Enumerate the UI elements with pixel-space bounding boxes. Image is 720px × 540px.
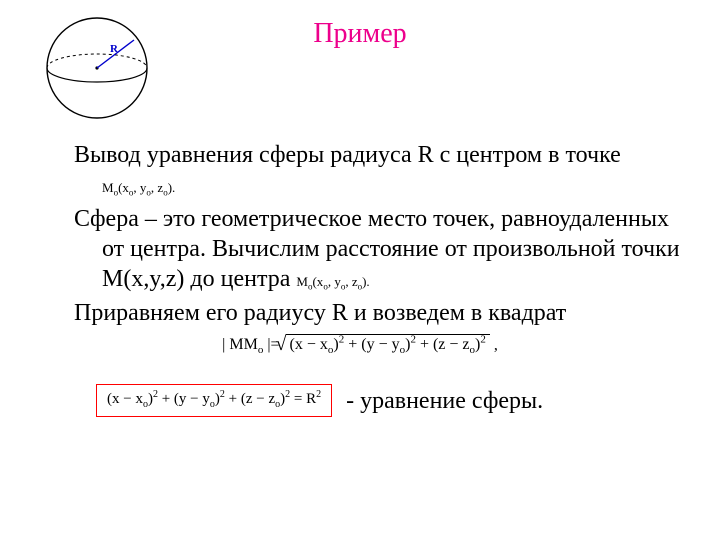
distance-sqrt: (x − xo)2 + (y − yo)2 + (z − zo)2 — [286, 334, 490, 358]
boxed-equation: (x − xo)2 + (y − yo)2 + (z − zo)2 = R2 — [96, 384, 332, 417]
p2-text: Сфера – это геометрическое место точек, … — [74, 206, 680, 292]
p1-formula: Mo(xo, yo, zo). — [102, 180, 175, 195]
distance-comma: , — [494, 336, 498, 353]
p1-text: Вывод уравнения сферы радиуса R с центро… — [74, 142, 621, 168]
sphere-equator-front — [47, 68, 147, 82]
distance-radicand: (x − xo)2 + (y − yo)2 + (z − zo)2 — [286, 334, 490, 353]
content-block: Вывод уравнения сферы радиуса R с центро… — [40, 140, 680, 417]
final-label: - уравнение сферы. — [346, 386, 543, 416]
paragraph-2: Сфера – это геометрическое место точек, … — [40, 204, 680, 294]
p2-formula: Mo(xo, yo, zo). — [296, 274, 369, 289]
slide: R Пример Вывод уравнения сферы радиуса R… — [0, 0, 720, 540]
distance-formula: | MMo |= (x − xo)2 + (y − yo)2 + (z − zo… — [40, 334, 680, 358]
paragraph-1: Вывод уравнения сферы радиуса R с центро… — [40, 140, 680, 200]
slide-title: Пример — [0, 18, 720, 50]
distance-lhs: | MMo |= — [222, 336, 279, 353]
paragraph-3: Приравняем его радиусу R и возведем в кв… — [40, 298, 680, 328]
sphere-equator-back — [47, 54, 147, 68]
final-row: (x − xo)2 + (y − yo)2 + (z − zo)2 = R2 -… — [40, 384, 680, 417]
